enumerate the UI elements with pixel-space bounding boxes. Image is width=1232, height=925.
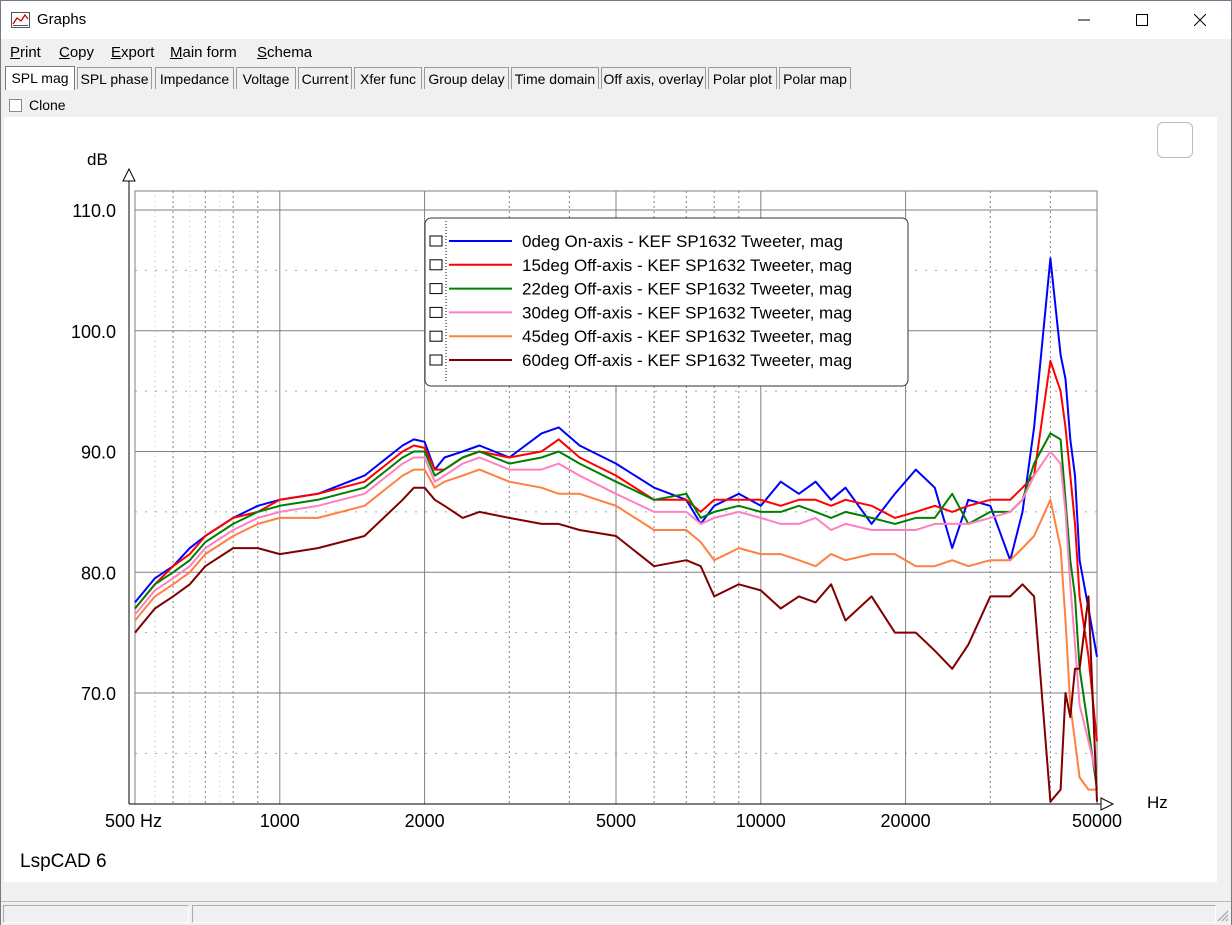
legend-checkbox-5[interactable]: [429, 354, 443, 366]
legend: 0deg On-axis - KEF SP1632 Tweeter, mag 15…: [424, 217, 909, 387]
x-tick-label: 1000: [260, 811, 300, 831]
menu-copy-mnemonic: C: [59, 44, 70, 61]
legend-entry-1: 15deg Off-axis - KEF SP1632 Tweeter, mag: [522, 256, 852, 275]
maximize-icon: [1136, 14, 1148, 26]
grid: [134, 190, 1098, 805]
tab-spl-mag[interactable]: SPL mag: [5, 66, 75, 90]
x-tick-label: 10000: [736, 811, 786, 831]
series-line-3: [134, 450, 1098, 778]
tab-current[interactable]: Current: [298, 67, 352, 89]
tab-group-delay[interactable]: Group delay: [424, 67, 509, 89]
status-pane-2: [192, 905, 1216, 923]
menu-main-form-label: ain form: [182, 44, 237, 61]
legend-checkbox-1[interactable]: [429, 259, 443, 271]
close-button[interactable]: [1171, 1, 1229, 39]
legend-entry-0: 0deg On-axis - KEF SP1632 Tweeter, mag: [522, 232, 843, 251]
series-line-1: [134, 359, 1098, 742]
legend-checkbox-4[interactable]: [429, 330, 443, 342]
y-tick-label: 80.0: [81, 563, 116, 583]
clone-label: Clone: [29, 97, 66, 113]
y-tick-label: 70.0: [81, 684, 116, 704]
tab-polar-map[interactable]: Polar map: [779, 67, 851, 89]
status-bar: [1, 901, 1231, 925]
menu-export[interactable]: Export: [111, 44, 154, 61]
spl-chart: dB Hz 70.0 80.0 90.0 100.0 110.0 500 Hz 1000 2000…: [20, 150, 1168, 872]
x-axis-label: Hz: [1147, 793, 1168, 812]
clone-checkbox-box[interactable]: [9, 99, 22, 112]
x-tick-label: 50000: [1072, 811, 1122, 831]
close-icon: [1194, 14, 1206, 26]
y-axis-label: dB: [87, 150, 108, 169]
tab-spl-phase[interactable]: SPL phase: [77, 67, 152, 89]
menu-schema-label: chema: [267, 44, 313, 61]
x-tick-label: 500 Hz: [105, 811, 162, 831]
menu-schema[interactable]: Schema: [257, 44, 312, 61]
series-line-2: [134, 432, 1098, 790]
menu-print[interactable]: Print: [10, 44, 41, 61]
minimize-icon: [1078, 19, 1090, 21]
x-tick-label: 2000: [405, 811, 445, 831]
window-title: Graphs: [37, 11, 87, 28]
menu-copy[interactable]: Copy: [59, 44, 94, 61]
legend-checkbox-2[interactable]: [429, 283, 443, 295]
menu-schema-mnemonic: S: [257, 44, 268, 61]
menu-export-mnemonic: E: [111, 44, 122, 61]
y-tick-label: 100.0: [71, 322, 116, 342]
x-axis-arrow-icon: [1100, 797, 1115, 811]
menu-bar: Print Copy Export Main form Schema: [1, 41, 1231, 63]
tab-impedance[interactable]: Impedance: [155, 67, 234, 89]
lspcad-watermark: LspCAD 6: [20, 851, 107, 872]
legend-checkbox-0[interactable]: [429, 235, 443, 247]
tab-voltage[interactable]: Voltage: [236, 67, 296, 89]
axes: dB Hz 70.0 80.0 90.0 100.0 110.0 500 Hz 1000 2000…: [71, 150, 1168, 831]
legend-entry-3: 30deg Off-axis - KEF SP1632 Tweeter, mag: [522, 303, 852, 322]
series-line-5: [134, 486, 1098, 803]
legend-checkbox-3[interactable]: [429, 306, 443, 318]
menu-copy-label: opy: [69, 44, 95, 61]
maximize-button[interactable]: [1113, 1, 1171, 39]
legend-box: [424, 217, 909, 387]
title-bar: Graphs: [1, 1, 1231, 39]
x-tick-label: 5000: [596, 811, 636, 831]
app-icon: [11, 12, 30, 28]
y-tick-label: 110.0: [72, 201, 116, 221]
tab-time-domain[interactable]: Time domain: [511, 67, 599, 89]
legend-entry-5: 60deg Off-axis - KEF SP1632 Tweeter, mag: [522, 351, 852, 370]
tab-polar-plot[interactable]: Polar plot: [708, 67, 777, 89]
options-button[interactable]: [1157, 122, 1193, 158]
menu-main-form[interactable]: Main form: [170, 44, 237, 61]
menu-export-label: xport: [121, 44, 155, 61]
series-line-0: [134, 257, 1098, 657]
x-tick-label: 20000: [881, 811, 931, 831]
plot-panel: dB Hz 70.0 80.0 90.0 100.0 110.0 500 Hz 1000 2000…: [4, 117, 1217, 882]
tab-off-axis-overlay[interactable]: Off axis, overlay: [601, 67, 706, 89]
status-pane-1: [3, 905, 189, 923]
series-line-4: [134, 468, 1097, 791]
y-axis-arrow-icon: [122, 167, 136, 182]
menu-main-form-mnemonic: M: [170, 44, 183, 61]
legend-entry-2: 22deg Off-axis - KEF SP1632 Tweeter, mag: [522, 280, 852, 299]
series-group: [134, 257, 1098, 803]
minimize-button[interactable]: [1055, 1, 1113, 39]
y-tick-label: 90.0: [81, 443, 116, 463]
menu-print-mnemonic: P: [10, 44, 21, 61]
legend-entry-4: 45deg Off-axis - KEF SP1632 Tweeter, mag: [522, 327, 852, 346]
tab-xfer-func[interactable]: Xfer func: [354, 67, 422, 89]
menu-print-label: rint: [20, 44, 41, 61]
resize-grip-icon[interactable]: [1217, 910, 1229, 922]
